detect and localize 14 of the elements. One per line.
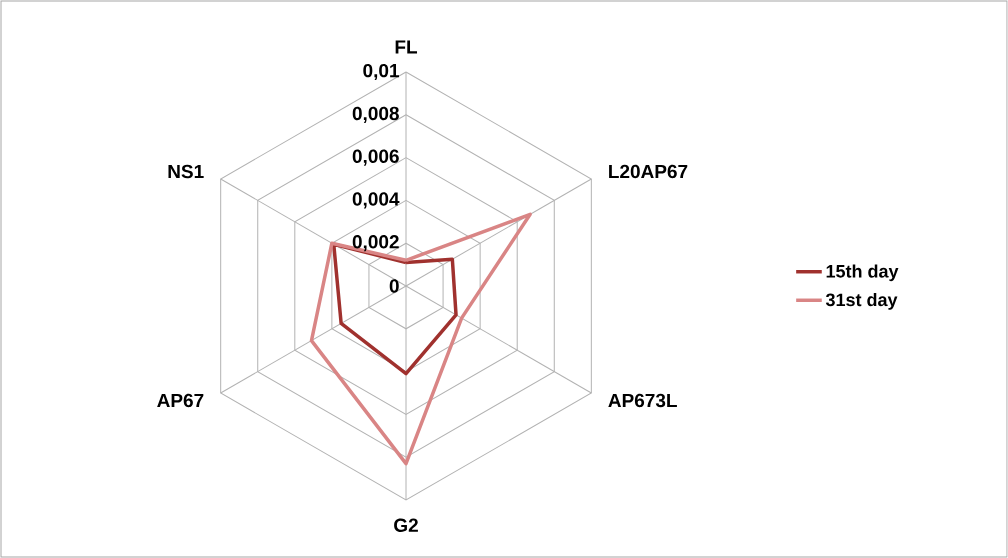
y-tick-label: 0,008 <box>352 106 399 123</box>
spoke-label: L20AP67 <box>609 164 688 179</box>
legend-label: 15th day <box>826 264 899 282</box>
legend-label: 31st day <box>825 292 898 310</box>
spoke-label: AP673L <box>608 393 677 408</box>
spoke-label: NS1 <box>168 164 204 179</box>
y-tick-label: 0,004 <box>352 192 400 209</box>
y-tick-label: 0,01 <box>363 63 399 81</box>
spoke-label: G2 <box>394 518 418 532</box>
y-tick-label: 0,002 <box>352 235 399 252</box>
y-tick-label: 0 <box>389 279 399 293</box>
spoke-label: FL <box>395 40 418 54</box>
y-tick-label: 0,006 <box>352 149 399 166</box>
spoke-label: AP67 <box>157 393 204 408</box>
